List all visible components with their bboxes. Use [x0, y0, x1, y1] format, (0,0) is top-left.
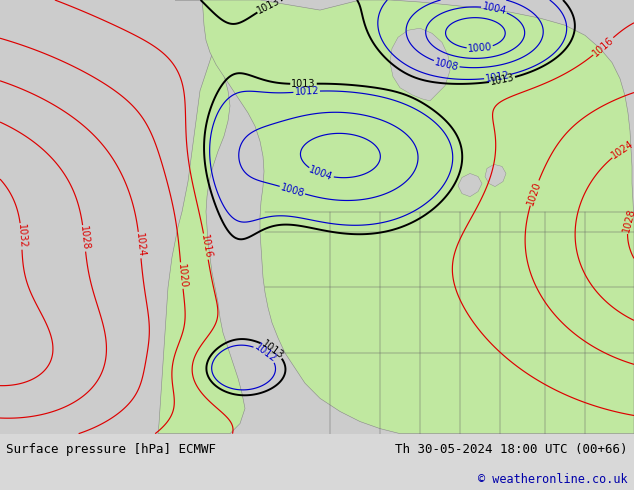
- Text: Surface pressure [hPa] ECMWF: Surface pressure [hPa] ECMWF: [6, 443, 216, 456]
- Polygon shape: [485, 164, 506, 187]
- Text: 1012: 1012: [484, 70, 510, 84]
- Text: 1032: 1032: [15, 224, 27, 249]
- Text: 1004: 1004: [307, 165, 334, 183]
- Text: 1024: 1024: [610, 139, 634, 161]
- Text: 1020: 1020: [526, 180, 543, 206]
- Text: 1008: 1008: [434, 57, 460, 73]
- Text: Th 30-05-2024 18:00 UTC (00+66): Th 30-05-2024 18:00 UTC (00+66): [395, 443, 628, 456]
- Text: 1008: 1008: [279, 182, 306, 198]
- Text: 1020: 1020: [176, 263, 188, 288]
- Polygon shape: [390, 28, 450, 101]
- Text: 1028: 1028: [621, 208, 634, 234]
- Polygon shape: [200, 0, 634, 434]
- Polygon shape: [458, 173, 482, 196]
- Text: 1004: 1004: [481, 1, 507, 17]
- Text: 1016: 1016: [199, 234, 213, 260]
- Text: 1013: 1013: [291, 79, 316, 89]
- Text: 1028: 1028: [78, 225, 91, 251]
- Text: 1024: 1024: [134, 232, 146, 258]
- Text: 1000: 1000: [467, 43, 493, 54]
- Text: 1012: 1012: [294, 86, 320, 97]
- Text: 1012: 1012: [252, 342, 278, 365]
- Text: 1013: 1013: [256, 0, 282, 16]
- Text: 1016: 1016: [591, 35, 616, 58]
- Text: 1013: 1013: [259, 338, 285, 361]
- Text: © weatheronline.co.uk: © weatheronline.co.uk: [478, 473, 628, 487]
- Text: 1013: 1013: [489, 73, 515, 87]
- Polygon shape: [158, 0, 245, 434]
